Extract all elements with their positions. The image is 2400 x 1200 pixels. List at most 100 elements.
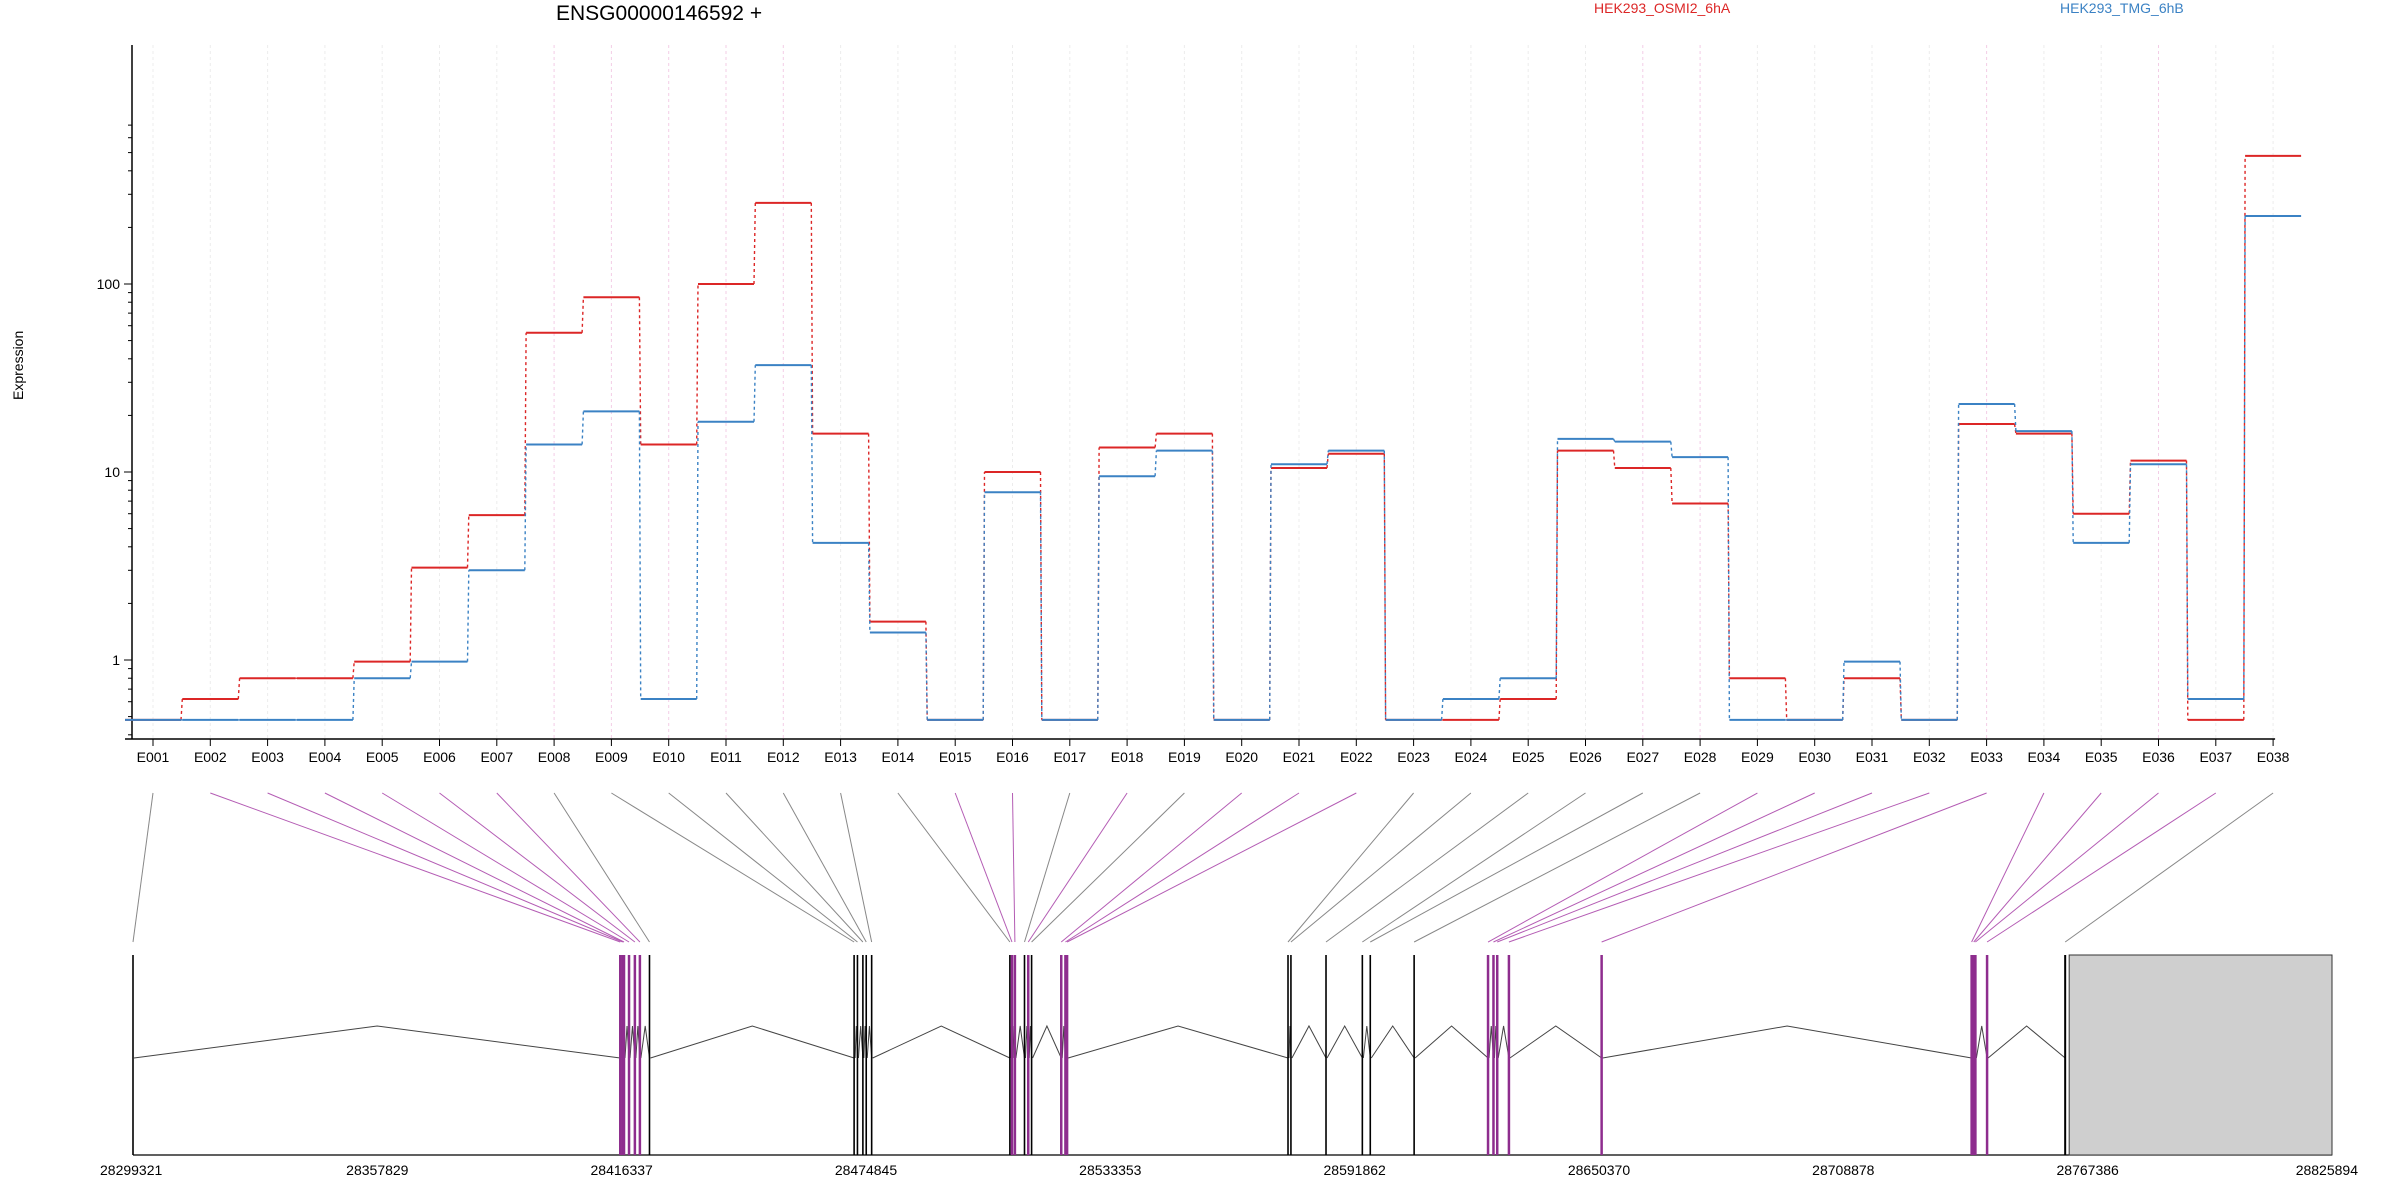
series-2-connector bbox=[696, 421, 699, 700]
x-tick-label-E034: E034 bbox=[2028, 749, 2061, 765]
intron bbox=[1291, 1024, 1327, 1059]
series-2-connector bbox=[638, 411, 642, 700]
series-2-connector bbox=[1268, 464, 1272, 720]
x-tick-label-E035: E035 bbox=[2085, 749, 2118, 765]
intron bbox=[1326, 1024, 1363, 1059]
connector-E022 bbox=[1066, 792, 1357, 943]
connector-E006 bbox=[439, 792, 636, 943]
series-1-connector bbox=[1498, 698, 1501, 720]
connector-E029 bbox=[1487, 792, 1758, 943]
series-2-connector bbox=[1097, 476, 1100, 720]
y-tick-label: 100 bbox=[97, 276, 121, 292]
x-tick-label-E026: E026 bbox=[1569, 749, 1602, 765]
intron bbox=[640, 1025, 650, 1059]
x-tick-label-E015: E015 bbox=[939, 749, 972, 765]
intron bbox=[133, 1025, 621, 1059]
series-1-connector bbox=[1727, 503, 1731, 679]
series-1-connector bbox=[867, 433, 871, 622]
series-2 bbox=[125, 214, 2302, 721]
x-tick-label-E014: E014 bbox=[882, 749, 915, 765]
genome-tick-label: 28650370 bbox=[1568, 1162, 1631, 1178]
series-1-connector bbox=[1154, 433, 1158, 448]
connector-E015 bbox=[954, 792, 1013, 943]
series-lines bbox=[125, 154, 2302, 721]
exon-block-E038 bbox=[2068, 954, 2333, 1156]
genome-tick-label: 28299321 bbox=[100, 1162, 163, 1178]
series-1-connector bbox=[1612, 450, 1616, 469]
series-2-connector bbox=[925, 632, 928, 720]
connector-E026 bbox=[1362, 792, 1586, 943]
y-tick-label: 10 bbox=[104, 464, 120, 480]
series-2-connector bbox=[753, 365, 756, 422]
series-2-connector bbox=[1383, 450, 1387, 720]
x-tick-label-E002: E002 bbox=[194, 749, 227, 765]
connector-E028 bbox=[1413, 792, 1701, 943]
series-2-connector bbox=[1440, 698, 1444, 720]
x-tick-label-E010: E010 bbox=[652, 749, 685, 765]
x-tick-label-E029: E029 bbox=[1741, 749, 1774, 765]
series-2-connector bbox=[2243, 215, 2246, 700]
connector-E024 bbox=[1290, 792, 1472, 943]
genome-tick-label: 28591862 bbox=[1324, 1162, 1387, 1178]
genome-tick-label: 28533353 bbox=[1079, 1162, 1142, 1178]
x-tick-label-E031: E031 bbox=[1856, 749, 1889, 765]
x-tick-label-E013: E013 bbox=[824, 749, 857, 765]
connector-E016 bbox=[1012, 792, 1016, 943]
intron bbox=[1362, 1025, 1371, 1059]
x-tick-label-E028: E028 bbox=[1684, 749, 1717, 765]
genome-tick-label: 28825894 bbox=[2296, 1162, 2359, 1178]
connector-E018 bbox=[1027, 792, 1128, 943]
exon-connectors bbox=[132, 792, 2274, 943]
genome-tick-label: 28708878 bbox=[1812, 1162, 1875, 1178]
connector-E025 bbox=[1325, 792, 1529, 943]
intron bbox=[872, 1025, 1011, 1059]
series-1-connector bbox=[180, 698, 183, 720]
series-1-connector bbox=[1383, 453, 1387, 720]
series-1-connector bbox=[352, 661, 355, 679]
x-tick-label-E025: E025 bbox=[1512, 749, 1545, 765]
x-tick-label-E005: E005 bbox=[366, 749, 399, 765]
series-1-connector bbox=[2013, 423, 2017, 434]
intron bbox=[650, 1025, 855, 1059]
x-tick-label-E001: E001 bbox=[137, 749, 170, 765]
intron bbox=[1032, 1024, 1062, 1059]
x-tick-label-E021: E021 bbox=[1283, 749, 1316, 765]
connector-E019 bbox=[1031, 792, 1185, 943]
x-tick-label-E023: E023 bbox=[1397, 749, 1430, 765]
intron bbox=[1414, 1025, 1489, 1059]
series-1-connector bbox=[1784, 678, 1788, 720]
genome-tick-label: 28474845 bbox=[835, 1162, 898, 1178]
intron bbox=[1975, 1025, 1988, 1059]
series-2-connector bbox=[1727, 457, 1731, 720]
connector-E023 bbox=[1287, 792, 1414, 943]
series-1-connector bbox=[466, 515, 470, 568]
connector-E035 bbox=[1973, 792, 2102, 943]
x-tick-label-E019: E019 bbox=[1168, 749, 1201, 765]
x-tick-label-E017: E017 bbox=[1053, 749, 1086, 765]
connector-E003 bbox=[267, 792, 623, 943]
connector-E014 bbox=[897, 792, 1011, 943]
x-tick-label-E009: E009 bbox=[595, 749, 628, 765]
genome-tick-label: 28416337 bbox=[591, 1162, 654, 1178]
gene-model: 28299321 28357829 28416337 28474845 28533353… bbox=[100, 954, 2359, 1178]
connector-E005 bbox=[381, 792, 630, 943]
intron bbox=[1509, 1025, 1602, 1059]
series-1-connector bbox=[753, 202, 756, 285]
x-tick-label-E006: E006 bbox=[423, 749, 456, 765]
x-tick-label-E004: E004 bbox=[309, 749, 342, 765]
series-2-connector bbox=[1154, 450, 1158, 477]
x-tick-label-E024: E024 bbox=[1455, 749, 1488, 765]
series-2-connector bbox=[1039, 492, 1043, 720]
x-tick-label-E030: E030 bbox=[1798, 749, 1831, 765]
series-1-connector bbox=[409, 567, 413, 662]
x-tick-label-E008: E008 bbox=[538, 749, 571, 765]
series-2-connector bbox=[581, 411, 585, 445]
x-tick-label-E027: E027 bbox=[1626, 749, 1659, 765]
connector-E011 bbox=[725, 792, 864, 943]
connector-E034 bbox=[1971, 792, 2045, 943]
x-tick-label-E016: E016 bbox=[996, 749, 1029, 765]
y-tick-label: 1 bbox=[112, 652, 120, 668]
x-tick-label-E007: E007 bbox=[480, 749, 513, 765]
series-1-connector bbox=[1326, 453, 1329, 469]
